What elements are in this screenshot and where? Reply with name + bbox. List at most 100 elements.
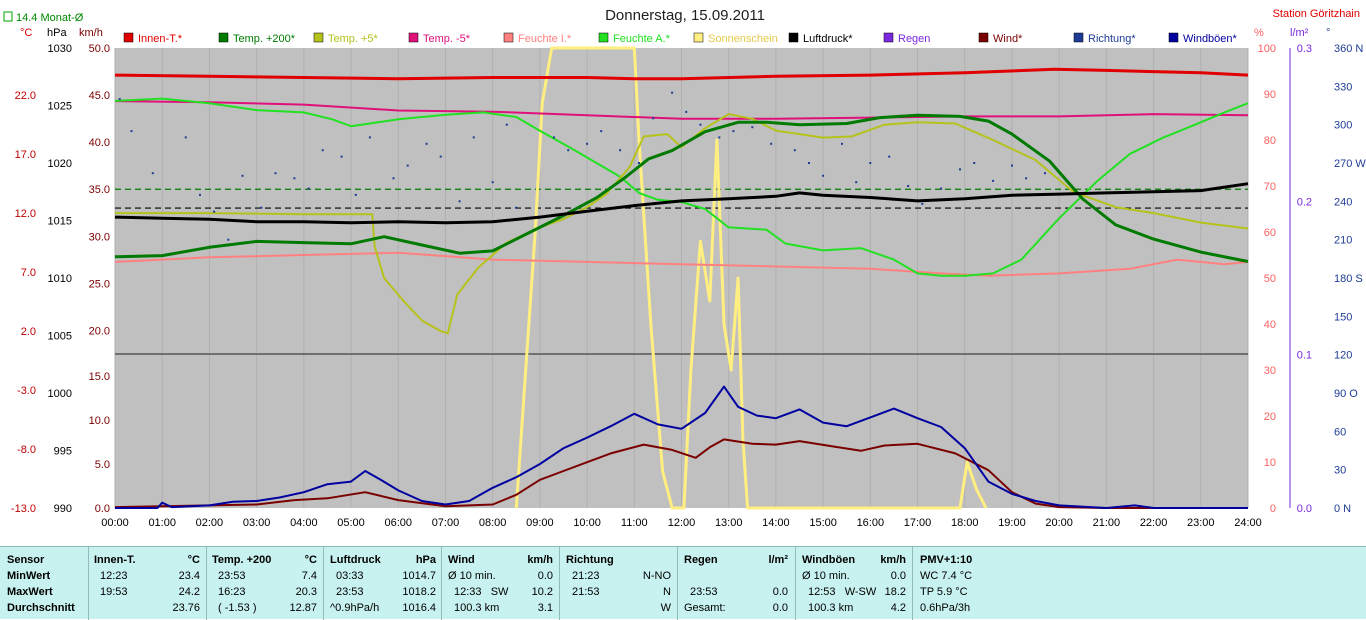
- stats-innen-col: Innen-T. °C 12:23 23.4 19:53 24.2 23.76: [94, 552, 200, 616]
- legend-label: Regen: [898, 33, 930, 45]
- stats-value: 24.2: [178, 586, 200, 598]
- stats-time: 100.3 km: [454, 602, 500, 614]
- x-tick-label: 19:00: [998, 517, 1026, 529]
- y-tick-pressure: 1000: [48, 388, 72, 400]
- stats-unit: km/h: [527, 554, 553, 566]
- richtung-point: [340, 155, 343, 158]
- unit-kmh: km/h: [79, 27, 103, 39]
- legend-label: Luftdruck*: [803, 33, 853, 45]
- x-tick-label: 01:00: [148, 517, 176, 529]
- richtung-point: [822, 174, 825, 177]
- stats-value: N: [663, 586, 671, 598]
- station-name: Station Göritzhain: [1273, 8, 1360, 20]
- richtung-point: [458, 200, 461, 203]
- richtung-point: [1025, 177, 1028, 180]
- x-tick-label: 09:00: [526, 517, 554, 529]
- y-tick-direction: 300: [1334, 120, 1352, 132]
- series-line-innen-t: [114, 67, 1249, 81]
- y-tick-temp: -8.0: [17, 444, 36, 456]
- x-tick-label: 03:00: [243, 517, 271, 529]
- richtung-point: [406, 164, 409, 167]
- stats-value: 20.3: [295, 586, 317, 598]
- y-tick-rain: 0.2: [1297, 196, 1312, 208]
- legend-label: Temp. -5*: [423, 33, 471, 45]
- richtung-point: [770, 142, 773, 145]
- richtung-point: [888, 155, 891, 158]
- stats-value: W: [660, 602, 671, 614]
- stats-time: ( -1.53 ): [218, 602, 257, 614]
- richtung-point: [392, 177, 395, 180]
- legend-swatch: [313, 32, 324, 43]
- richtung-point: [992, 179, 995, 182]
- stats-value: N-NO: [642, 570, 671, 582]
- y-tick-humidity: 50: [1264, 273, 1276, 285]
- stats-time: 21:53: [572, 586, 600, 598]
- stats-luftdruck-col: Luftdruck hPa 03:33 1014.7 23:53 1018.2 ^0.…: [330, 552, 436, 616]
- y-tick-wind: 35.0: [89, 184, 110, 196]
- stats-header: Sensor: [7, 554, 45, 566]
- legend-label: Feuchte A.*: [613, 33, 671, 45]
- legend-swatch: [123, 32, 134, 43]
- x-tick-label: 05:00: [337, 517, 365, 529]
- unit-dir: °: [1326, 27, 1330, 39]
- stats-header: Windböen: [802, 554, 856, 566]
- stats-value: 0.0: [772, 586, 788, 598]
- y-tick-direction: 240: [1334, 196, 1352, 208]
- stats-value: 7.4: [301, 570, 317, 582]
- stats-time: 12:33 SW: [454, 586, 509, 598]
- y-tick-direction: 30: [1334, 465, 1346, 477]
- stats-value: WC 7.4 °C: [920, 570, 973, 582]
- richtung-point: [274, 172, 277, 175]
- richtung-point: [368, 136, 371, 139]
- y-tick-pressure: 1005: [48, 331, 72, 343]
- y-tick-temp: -3.0: [17, 385, 36, 397]
- legend-swatch: [883, 32, 894, 43]
- x-tick-label: 02:00: [196, 517, 224, 529]
- stats-time: Ø 10 min.: [802, 570, 850, 582]
- stats-value: 4.2: [890, 602, 906, 614]
- stats-regen-col: Regen l/m² 23:53 0.0 Gesamt: 0.0: [684, 552, 788, 616]
- legend-label: Innen-T.*: [138, 33, 183, 45]
- richtung-point: [638, 162, 640, 164]
- x-tick-label: 22:00: [1140, 517, 1168, 529]
- series-line-luftdruck: [114, 182, 1249, 225]
- y-tick-humidity: 60: [1264, 227, 1276, 239]
- legend-label: Richtung*: [1088, 33, 1136, 45]
- stats-value: 1018.2: [402, 586, 436, 598]
- series-line-sonnenschein: [514, 46, 988, 510]
- richtung-point: [732, 130, 735, 133]
- y-tick-wind: 10.0: [89, 415, 110, 427]
- stats-header: Richtung: [566, 554, 614, 566]
- richtung-point: [491, 181, 494, 184]
- richtung-point: [472, 136, 475, 139]
- richtung-point: [439, 155, 442, 158]
- stats-unit: hPa: [415, 554, 436, 566]
- stats-wind-col: Wind km/h Ø 10 min. 0.0 12:33 SW 10.2 100.3…: [448, 552, 553, 616]
- y-tick-pressure: 1020: [48, 158, 72, 170]
- weather-chart: 00:00 01:00 02:00 03:00 04:00 05:00 06:00 07:00…: [3, 7, 1366, 529]
- stats-value: 0.0: [772, 602, 788, 614]
- legend-swatch: [598, 32, 609, 43]
- stats-value: 23.76: [172, 602, 200, 614]
- y-tick-temp: 2.0: [21, 326, 36, 338]
- unit-pct: %: [1254, 27, 1264, 39]
- y-tick-pressure: 1010: [48, 273, 72, 285]
- richtung-point: [841, 142, 843, 145]
- legend-swatch: [978, 32, 989, 43]
- richtung-point: [118, 98, 121, 101]
- richtung-point: [1011, 164, 1013, 167]
- richtung-point: [671, 91, 674, 94]
- richtung-point: [130, 130, 133, 133]
- stats-value: 1016.4: [402, 602, 436, 614]
- legend-swatch: [1073, 32, 1084, 43]
- legend-swatch: [503, 32, 514, 43]
- richtung-point: [515, 206, 518, 209]
- richtung-point: [907, 185, 910, 187]
- monthly-average: 14.4 Monat-Ø: [16, 12, 84, 24]
- x-tick-label: 14:00: [762, 517, 790, 529]
- stats-header: PMV+1:10: [920, 554, 973, 566]
- y-tick-temp: 22.0: [15, 90, 36, 102]
- y-tick-wind: 0.0: [95, 503, 110, 515]
- richtung-point: [293, 177, 296, 180]
- stats-time: 23:53: [336, 586, 364, 598]
